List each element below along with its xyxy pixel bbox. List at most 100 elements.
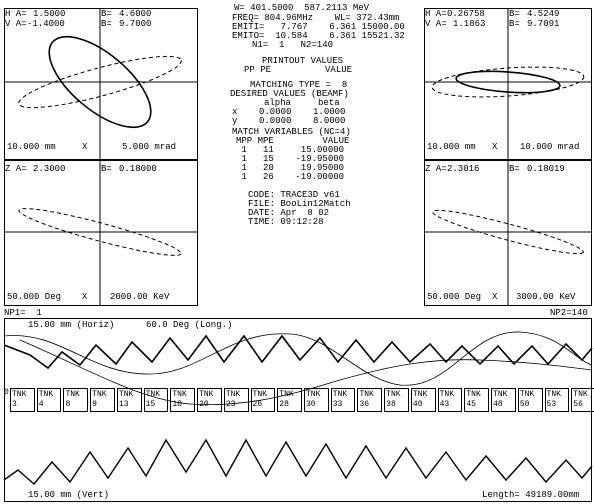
np1-label: NP1= 1 xyxy=(4,308,42,318)
beamline-element: TNK 56 xyxy=(571,388,594,412)
bl-scale-right: 2000.00 KeV xyxy=(110,292,170,302)
tr-h-beta-label: B= xyxy=(509,9,520,19)
beamline-element-strip: 0 TNK 3 TNK 4 TNK 8 TNK 9 TNK 13 TNK 15 TNK 18 TNK 20 TNK… xyxy=(4,388,594,412)
bl-scale-left: 50.000 Deg xyxy=(7,292,62,302)
printout-columns: PP PE VALUE xyxy=(244,65,353,75)
tl-scale-right: 5.000 mrad xyxy=(122,142,177,152)
horizontal-envelope-curve xyxy=(3,334,593,370)
beamline-element-label: TNK xyxy=(306,390,321,399)
beamline-element-label: TNK xyxy=(172,390,187,399)
freq-line: FREQ= 804.96MHz WL= 372.43mm xyxy=(232,13,400,23)
emiti-line: EMITI= 7.767 6.361 15000.00 xyxy=(232,22,405,32)
third-curve xyxy=(19,339,593,405)
beamline-element-label: TNK xyxy=(439,390,455,399)
beamline-element-label: TNK xyxy=(359,390,374,399)
beamline-element: TNK 18 xyxy=(170,388,196,412)
beamline-element-number: 8 xyxy=(65,400,71,409)
ellipse-y-tl xyxy=(18,55,182,109)
beamline-element-number: 30 xyxy=(306,400,316,409)
beamline-element-number: 23 xyxy=(225,400,236,409)
vertical-envelope-curve xyxy=(3,438,593,486)
longitudinal-phase-curve xyxy=(3,331,593,386)
beamline-element: TNK 45 xyxy=(464,388,490,412)
beamline-element: TNK 15 xyxy=(143,388,169,412)
beamline-element: TNK 30 xyxy=(304,388,329,412)
tr-v-beta-value: 9.7091 xyxy=(527,19,560,29)
beamline-element: TNK 8 xyxy=(63,388,89,412)
beamline-element-label: TNK xyxy=(493,390,508,399)
beamline-element-number: 48 xyxy=(493,400,503,409)
tr-h-beta-value: 4.5249 xyxy=(527,9,560,19)
tl-h-beta-value: 4.6000 xyxy=(119,9,152,19)
emito-line: EMITO= 10.584 6.361 15521.32 xyxy=(232,31,405,41)
desired-values-title: DESIRED VALUES (BEAMF) xyxy=(230,89,349,99)
beamline-element-label: TNK xyxy=(65,390,80,399)
bl-z-alpha-value: 2.3000 xyxy=(33,164,66,174)
beamline-element: TNK 23 xyxy=(223,388,249,412)
time-line: TIME: 09:12:28 xyxy=(248,217,324,227)
bl-z-beta-label: B= xyxy=(101,164,112,174)
beamline-element-number: 3 xyxy=(12,400,17,409)
beamline-element-label: TNK xyxy=(279,390,294,399)
tr-scale-right: 10.000 mrad xyxy=(520,142,580,152)
file-line: FILE: BooLin12Match xyxy=(248,199,351,209)
beamline-element: TNK 38 xyxy=(384,388,409,412)
matching-type: MATCHING TYPE = 8 xyxy=(250,80,348,90)
beamline-element: TNK 26 xyxy=(250,388,276,412)
phase-plot-bottom-left xyxy=(4,160,198,306)
n1-n2-line: N1= 1 N2=140 xyxy=(252,40,334,50)
br-z-alpha-label: Z A= xyxy=(425,164,447,174)
beamline-element-label: TNK xyxy=(199,390,214,399)
beamline-element-label: TNK xyxy=(92,390,107,399)
desired-columns: alpha beta xyxy=(264,98,340,108)
tr-axis-x: X xyxy=(492,142,498,152)
tl-h-beta-label: B= xyxy=(101,9,112,19)
np2-label: NP2=140 xyxy=(550,308,588,318)
code-line: CODE: TRACE3D v61 xyxy=(248,190,340,200)
beamline-element-label: TNK xyxy=(145,390,161,399)
tl-v-alpha-label: V A= xyxy=(5,19,27,29)
horiz-scale-label: 15.00 mm (Horiz) xyxy=(28,320,115,330)
tr-v-alpha-value: 1.1863 xyxy=(453,19,486,29)
beamline-element: TNK 20 xyxy=(197,388,222,412)
beamline-element-label: TNK xyxy=(386,390,401,399)
beamline-element: TNK 28 xyxy=(277,388,302,412)
beamline-element-label: TNK xyxy=(573,390,588,399)
beamline-element-label: TNK xyxy=(412,390,428,399)
match-variables-title: MATCH VARIABLES (NC=4) xyxy=(232,127,351,137)
beamline-element-label: TNK xyxy=(38,390,54,399)
vert-scale-label: 15.00 mm (Vert) xyxy=(28,490,110,500)
br-scale-left: 50.000 Deg xyxy=(427,292,482,302)
beamline-element-number: 43 xyxy=(439,400,450,409)
beamline-element: TNK 43 xyxy=(437,388,463,412)
beamline-element-number: 4 xyxy=(38,400,44,409)
bl-z-beta-value: 0.18000 xyxy=(119,164,157,174)
element-start-label: 0 xyxy=(4,388,9,397)
bl-z-alpha-label: Z A= xyxy=(5,164,27,174)
match-row: 1 20 19.95000 xyxy=(236,163,345,173)
beamline-element: TNK 53 xyxy=(544,388,570,412)
beamline-element-number: 20 xyxy=(199,400,209,409)
beamline-element-number: 38 xyxy=(386,400,396,409)
tr-v-beta-label: B= xyxy=(509,19,520,29)
beamline-element-number: 56 xyxy=(573,400,583,409)
beamline-element: TNK 4 xyxy=(36,388,62,412)
beamline-element-number: 18 xyxy=(172,400,182,409)
match-row: 1 15 -19.95000 xyxy=(236,154,345,164)
beamline-element-label: TNK xyxy=(118,390,134,399)
beamline-element-label: TNK xyxy=(12,390,27,399)
beamline-element-label: TNK xyxy=(225,390,241,399)
tr-scale-left: 10.000 mm xyxy=(427,142,476,152)
beamline-element-label: TNK xyxy=(546,390,561,399)
ellipse-y-tr xyxy=(431,66,585,98)
bl-axis-x: X xyxy=(82,292,88,302)
beamline-element-label: TNK xyxy=(519,390,535,399)
ellipse-x-tl xyxy=(48,35,152,129)
ellipse-z-br xyxy=(432,209,584,255)
date-line: DATE: Apr 8 02 xyxy=(248,208,330,218)
tl-v-beta-value: 9.7000 xyxy=(119,19,152,29)
match-row: 1 11 15.00000 xyxy=(236,145,345,155)
beamline-element: TNK 40 xyxy=(410,388,436,412)
beamline-element: TNK 9 xyxy=(90,388,115,412)
desired-x-row: x 0.0000 1.0000 xyxy=(232,107,346,117)
